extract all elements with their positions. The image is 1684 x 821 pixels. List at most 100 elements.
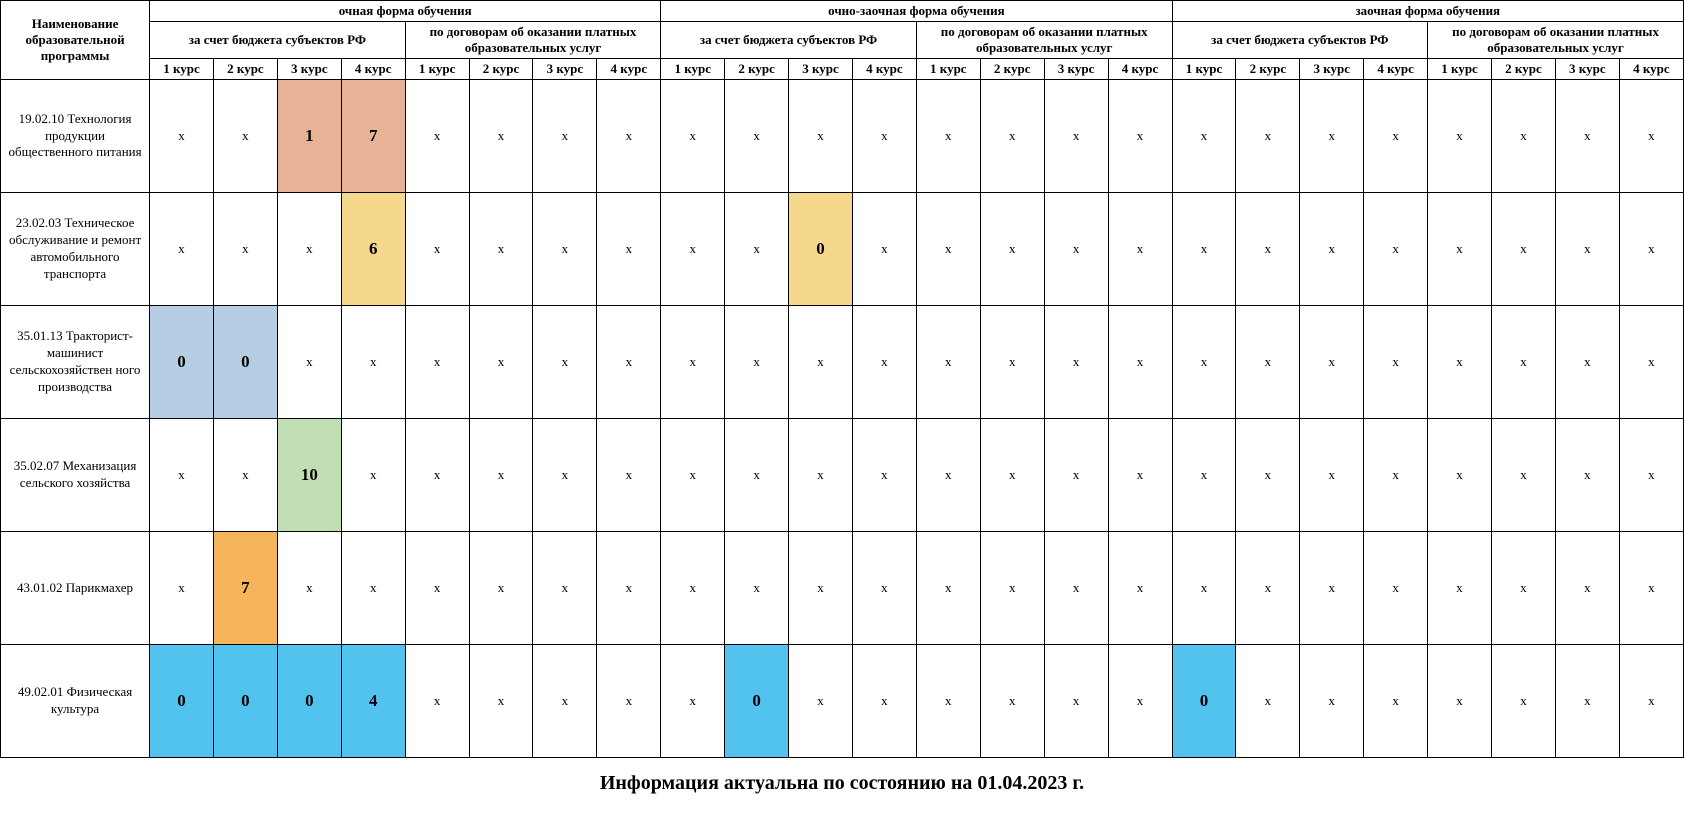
data-cell: x [852,419,916,532]
header-course: 4 курс [597,59,661,80]
data-cell: x [1236,193,1300,306]
header-funding: за счет бюджета субъектов РФ [661,22,917,59]
data-cell: x [277,306,341,419]
header-course: 4 курс [1619,59,1683,80]
data-cell: x [1172,193,1236,306]
header-course: 4 курс [1364,59,1428,80]
data-cell: 0 [277,645,341,758]
header-course: 3 курс [1300,59,1364,80]
data-cell: x [213,193,277,306]
program-name: 23.02.03 Техническое обслуживание и ремо… [1,193,150,306]
data-cell: x [1492,532,1556,645]
data-cell: x [1044,419,1108,532]
data-cell: x [1619,419,1683,532]
table-row: 43.01.02 Парикмахерx7xxxxxxxxxxxxxxxxxxx… [1,532,1684,645]
data-cell: 10 [277,419,341,532]
data-cell: x [1364,80,1428,193]
data-cell: x [1364,645,1428,758]
data-cell: x [1428,532,1492,645]
data-cell: 7 [341,80,405,193]
data-cell: x [661,193,725,306]
data-cell: x [597,193,661,306]
data-cell: 6 [341,193,405,306]
header-form-0: очная форма обучения [150,1,661,22]
data-cell: x [277,532,341,645]
data-cell: x [1428,645,1492,758]
data-cell: x [1172,80,1236,193]
data-cell: x [789,306,853,419]
header-course: 3 курс [789,59,853,80]
data-cell: x [980,419,1044,532]
data-cell: x [980,193,1044,306]
header-course: 3 курс [1555,59,1619,80]
data-cell: x [1300,306,1364,419]
data-cell: 0 [150,306,214,419]
data-cell: x [725,532,789,645]
data-cell: x [469,306,533,419]
data-cell: x [597,306,661,419]
data-cell: 0 [725,645,789,758]
data-cell: x [1108,532,1172,645]
header-course: 1 курс [1172,59,1236,80]
data-cell: x [1555,306,1619,419]
data-cell: x [789,645,853,758]
data-cell: x [533,193,597,306]
data-cell: 0 [213,306,277,419]
data-cell: x [661,80,725,193]
data-cell: x [1300,193,1364,306]
header-course: 4 курс [341,59,405,80]
data-cell: x [533,306,597,419]
data-cell: x [661,306,725,419]
data-cell: x [1044,306,1108,419]
header-course: 2 курс [469,59,533,80]
data-cell: x [1555,645,1619,758]
table-row: 35.02.07 Механизация сельского хозяйства… [1,419,1684,532]
data-cell: x [1300,532,1364,645]
header-funding: по договорам об оказании платных образов… [405,22,661,59]
data-cell: x [661,532,725,645]
data-cell: x [1619,80,1683,193]
data-cell: x [1300,80,1364,193]
data-cell: x [405,532,469,645]
data-cell: x [852,645,916,758]
data-cell: x [1108,193,1172,306]
data-cell: x [469,80,533,193]
header-course: 1 курс [405,59,469,80]
data-cell: x [1236,80,1300,193]
header-course: 4 курс [1108,59,1172,80]
data-cell: 0 [1172,645,1236,758]
table-row: 35.01.13 Тракторист-машинист сельскохозя… [1,306,1684,419]
data-cell: x [1619,645,1683,758]
header-course: 2 курс [980,59,1044,80]
header-course: 1 курс [1428,59,1492,80]
program-name: 35.01.13 Тракторист-машинист сельскохозя… [1,306,150,419]
data-cell: x [1108,80,1172,193]
data-cell: x [150,80,214,193]
table-body: 19.02.10 Технология продукции общественн… [1,80,1684,758]
data-cell: x [1555,193,1619,306]
data-cell: x [916,193,980,306]
data-cell: x [597,419,661,532]
data-cell: x [916,80,980,193]
data-cell: x [916,306,980,419]
data-cell: 4 [341,645,405,758]
header-course: 2 курс [1492,59,1556,80]
data-cell: x [725,80,789,193]
data-cell: x [852,532,916,645]
data-cell: x [1236,419,1300,532]
table-wrapper: Наименование образовательной программы о… [0,0,1684,803]
data-cell: x [1619,193,1683,306]
header-course: 3 курс [533,59,597,80]
data-cell: x [1555,532,1619,645]
data-cell: x [1300,645,1364,758]
vacancies-table: Наименование образовательной программы о… [0,0,1684,758]
data-cell: x [1044,532,1108,645]
data-cell: x [1364,306,1428,419]
data-cell: x [1044,645,1108,758]
header-course: 2 курс [213,59,277,80]
table-row: 49.02.01 Физическая культура0004xxxxx0xx… [1,645,1684,758]
data-cell: x [150,193,214,306]
data-cell: x [150,419,214,532]
data-cell: x [980,306,1044,419]
data-cell: x [1555,80,1619,193]
